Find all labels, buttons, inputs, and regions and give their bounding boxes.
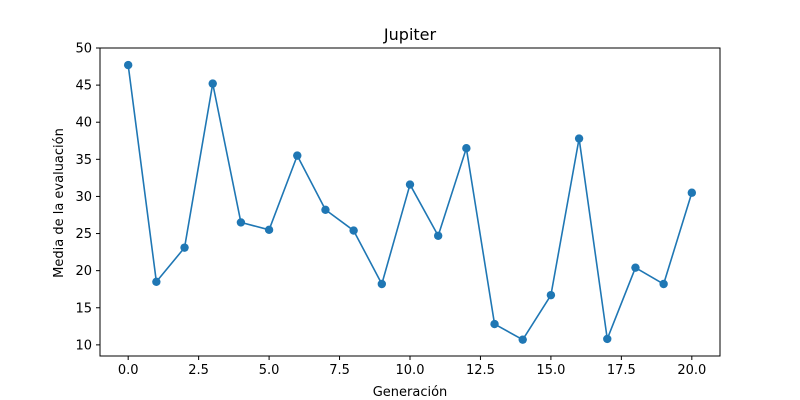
- chart-title: Jupiter: [383, 25, 437, 44]
- data-point: [264, 225, 274, 235]
- y-axis-label: Media de la evaluación: [52, 128, 67, 278]
- data-point: [546, 290, 556, 300]
- y-tick-label: 15: [75, 301, 92, 316]
- data-point: [293, 151, 302, 160]
- data-point: [377, 279, 387, 289]
- data-point: [236, 218, 246, 227]
- data-point: [603, 334, 612, 344]
- data-point: [433, 231, 443, 240]
- x-axis-label: Generación: [373, 385, 448, 400]
- data-point: [687, 188, 697, 197]
- data-point: [659, 279, 668, 289]
- data-point: [152, 277, 161, 286]
- data-point: [180, 243, 189, 252]
- x-tick-label: 10.0: [396, 363, 425, 378]
- data-point: [208, 79, 217, 88]
- y-tick-label: 40: [75, 116, 92, 131]
- y-tick-label: 10: [75, 338, 92, 353]
- y-tick-label: 35: [75, 153, 92, 168]
- x-tick-label: 0.0: [118, 363, 139, 378]
- x-tick-label: 2.5: [188, 363, 209, 378]
- x-tick-label: 5.0: [259, 363, 280, 378]
- x-tick-label: 20.0: [677, 363, 706, 378]
- data-point: [462, 143, 471, 153]
- y-tick-label: 45: [75, 79, 92, 94]
- y-tick-label: 20: [75, 264, 92, 279]
- data-point: [574, 134, 584, 143]
- y-tick-label: 30: [75, 190, 92, 205]
- data-point: [321, 205, 330, 214]
- data-point: [631, 263, 640, 272]
- data-point: [490, 319, 499, 329]
- x-tick-label: 15.0: [536, 363, 565, 378]
- data-point: [405, 180, 415, 189]
- x-tick-label: 17.5: [607, 363, 636, 378]
- data-point: [518, 335, 527, 344]
- y-tick-label: 25: [75, 227, 92, 242]
- y-tick-label: 50: [75, 42, 92, 57]
- plot-area: 0.0 2.5 5.0 7.5 10.0 12.5 15.0 17.5 20.0 10 15 20 25…: [75, 42, 721, 378]
- data-point: [349, 226, 358, 235]
- x-tick-label: 7.5: [329, 363, 350, 378]
- series-line: [127, 64, 693, 341]
- x-tick-label: 12.5: [466, 363, 495, 378]
- data-point: [123, 60, 133, 70]
